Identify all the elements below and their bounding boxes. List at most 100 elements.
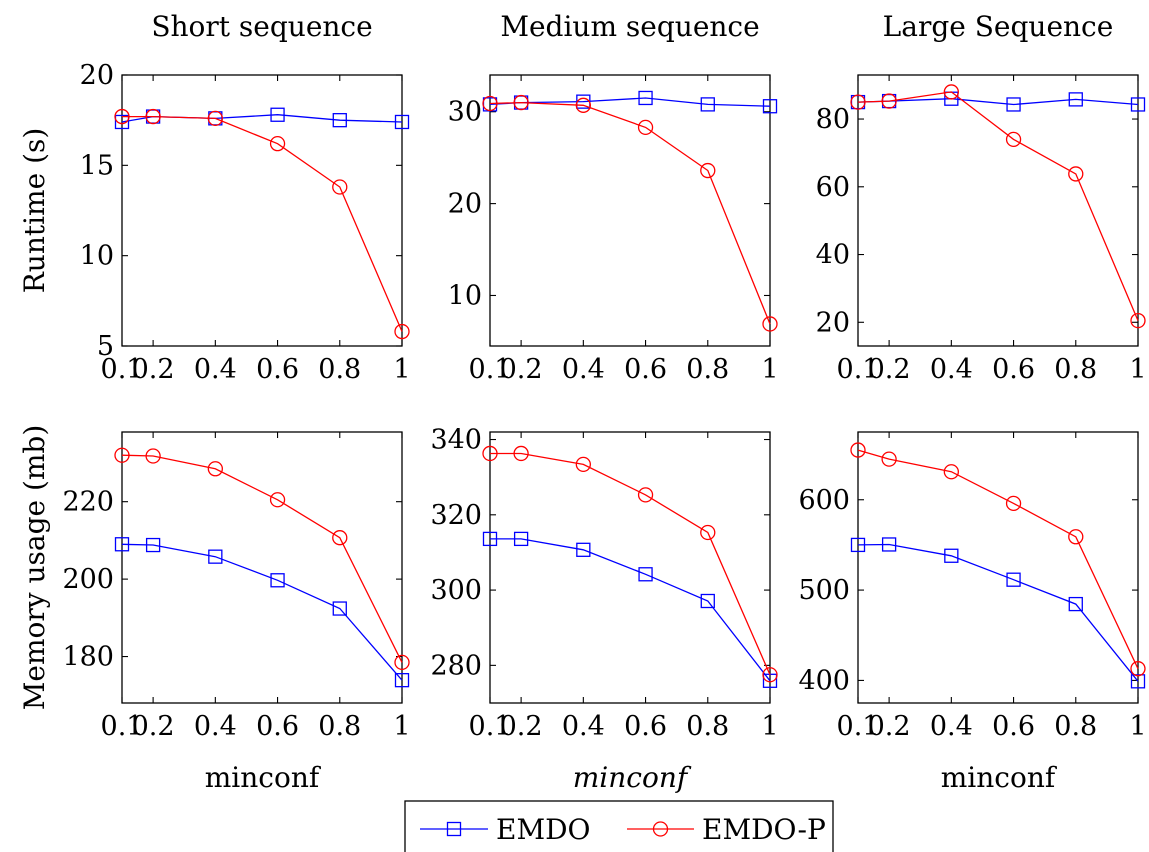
data-point: [700, 524, 716, 541]
x-tick-label: 0.8: [1054, 711, 1097, 742]
x-tick-label: 0.4: [562, 354, 605, 385]
y-tick-label: 280: [430, 650, 482, 681]
plot-frame: [489, 74, 771, 347]
data-point: [145, 537, 161, 553]
series-emdo-p: [482, 94, 778, 332]
chart-panel-3: 0.10.2 0.4 0.6 0.8 1 20 40 60 80 Large Sequence: [816, 10, 1147, 385]
data-point: [114, 108, 130, 125]
x-tick-label: 0.2: [500, 354, 543, 385]
data-point: [482, 445, 498, 462]
data-point: [881, 93, 897, 109]
data-point: [881, 451, 897, 467]
x-tick-label: 0.2: [868, 711, 911, 742]
y-tick-label: 400: [798, 665, 850, 696]
x-tick-label: 0.8: [686, 354, 729, 385]
data-point: [394, 323, 410, 340]
data-point: [145, 448, 161, 464]
legend-marker: [652, 821, 669, 837]
data-point: [881, 537, 897, 552]
x-tick-label: 1: [1129, 711, 1146, 742]
x-tick-label: 0.2: [132, 711, 175, 742]
data-point: [762, 667, 778, 683]
x-axis-label: minconf: [573, 761, 692, 794]
x-tick-label: 0.6: [624, 711, 667, 742]
data-point: [513, 445, 529, 462]
x-tick-label: 0.2: [132, 354, 175, 385]
data-point: [1068, 92, 1083, 107]
series-line: [490, 452, 771, 676]
series-line: [490, 538, 771, 682]
data-point: [943, 464, 959, 480]
data-point: [1005, 495, 1022, 512]
data-point: [114, 114, 130, 130]
series-emdo-p: [850, 442, 1146, 677]
data-point: [513, 531, 529, 547]
series-line: [121, 454, 403, 663]
x-tick-label: 0.4: [194, 711, 237, 742]
chart-panel-5: 0.10.2 0.4 0.6 0.8 1 280 300 320 340 minconf: [430, 425, 778, 794]
plot-frame: [121, 431, 403, 704]
data-point: [850, 94, 866, 110]
chart-panel-6: 0.10.2 0.4 0.6 0.8 1 400 500 600 minconf: [798, 431, 1147, 794]
data-point: [943, 84, 959, 100]
series-emdo: [114, 537, 410, 688]
x-tick-label: 0.4: [194, 354, 237, 385]
data-point: [1068, 596, 1083, 612]
y-tick-label: 60: [816, 172, 850, 203]
y-tick-label: 180: [62, 642, 114, 673]
plot-frame: [857, 74, 1139, 347]
data-point: [270, 573, 285, 588]
series-line: [857, 543, 1139, 682]
chart-title: Large Sequence: [883, 10, 1114, 43]
x-tick-label: 0.2: [500, 711, 543, 742]
data-point: [332, 530, 348, 546]
series-emdo: [482, 531, 778, 688]
x-tick-label: 0.6: [256, 711, 299, 742]
x-tick-label: 0.8: [318, 711, 361, 742]
legend-item-emdo-p: EMDO-P: [627, 813, 826, 846]
data-point: [850, 537, 866, 553]
y-tick-label: 80: [816, 104, 850, 135]
x-tick-label: 0.4: [562, 711, 605, 742]
x-tick-label: 0.4: [930, 354, 973, 385]
data-point: [332, 179, 348, 195]
y-tick-label: 5: [97, 331, 114, 362]
legend-label: EMDO: [496, 813, 591, 846]
data-point: [762, 316, 778, 332]
data-point: [394, 114, 410, 130]
series-line: [121, 543, 403, 681]
data-point: [1006, 572, 1021, 587]
x-tick-label: 0.6: [992, 711, 1035, 742]
data-point: [700, 593, 715, 609]
legend-marker: [446, 821, 462, 837]
y-tick-label: 200: [62, 564, 114, 595]
legend: EMDO EMDO-P: [404, 800, 834, 852]
x-tick-label: 0.6: [624, 354, 667, 385]
data-point: [1130, 661, 1146, 677]
legend-box: [404, 800, 834, 852]
series-line: [489, 97, 771, 107]
x-tick-label: 1: [761, 711, 778, 742]
series-emdo-p: [114, 447, 410, 670]
data-point: [332, 601, 347, 616]
x-tick-label: 0.1: [101, 354, 144, 385]
data-point: [637, 487, 654, 503]
x-tick-label: 0.1: [101, 711, 144, 742]
data-point: [482, 531, 498, 547]
series-line: [122, 115, 403, 332]
data-point: [208, 549, 223, 564]
data-point: [944, 548, 959, 563]
data-point: [1068, 529, 1084, 545]
x-tick-label: 0.1: [837, 711, 880, 742]
data-point: [637, 119, 654, 136]
y-tick-label: 10: [80, 241, 114, 272]
x-tick-label: 0.8: [686, 711, 729, 742]
y-tick-label: 300: [430, 575, 482, 606]
data-point: [394, 654, 410, 670]
data-point: [394, 673, 410, 688]
series-emdo-p: [482, 445, 778, 683]
x-tick-label: 0.1: [837, 354, 880, 385]
plot-frame: [857, 431, 1139, 704]
